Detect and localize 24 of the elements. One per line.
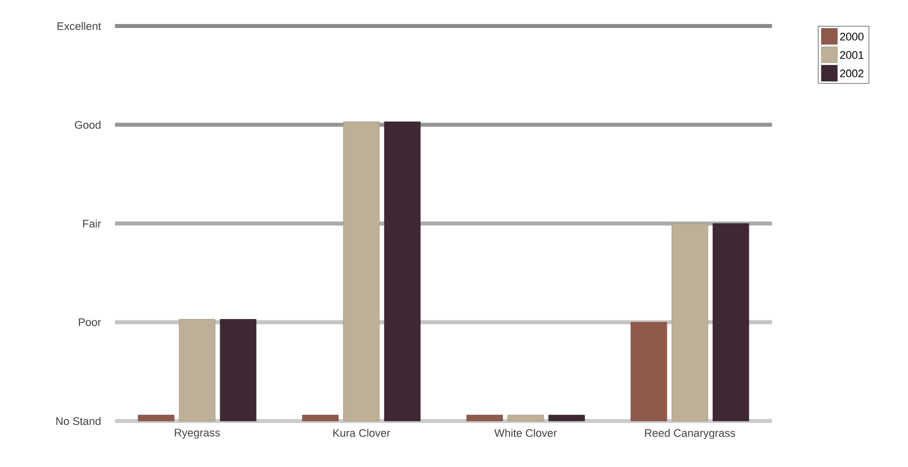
- bar: [384, 122, 421, 422]
- legend-label: 2002: [840, 70, 864, 78]
- text: No Stand: [56, 416, 100, 426]
- ref-line-label: Fair: [83, 219, 101, 228]
- ref-line-label: Poor: [78, 318, 101, 326]
- legend-label: 2001: [840, 51, 864, 59]
- bar: [466, 414, 503, 422]
- ref-line-label: Excellent: [58, 22, 102, 30]
- bar: [507, 414, 544, 422]
- x-tick-label: Reed Canarygrass: [645, 428, 736, 440]
- x-tick-label: Kura Clover: [333, 428, 390, 437]
- legend-label: 2000: [840, 32, 864, 40]
- bar: [138, 414, 174, 422]
- bar: [630, 322, 668, 422]
- bar: [343, 122, 380, 422]
- bar: [712, 223, 750, 422]
- bar: [220, 319, 256, 422]
- ref-line-label: Good: [74, 120, 100, 129]
- bar: [178, 319, 216, 422]
- x-tick-label: Ryegrass: [174, 428, 220, 439]
- bar: [672, 223, 708, 422]
- x-tick-label: White Clover: [494, 428, 557, 437]
- bar: [548, 414, 585, 422]
- bar: [302, 414, 339, 422]
